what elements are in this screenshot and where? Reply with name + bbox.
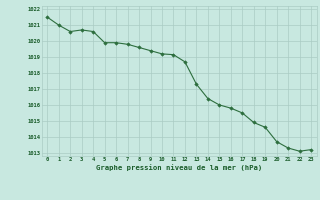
X-axis label: Graphe pression niveau de la mer (hPa): Graphe pression niveau de la mer (hPa) <box>96 164 262 171</box>
